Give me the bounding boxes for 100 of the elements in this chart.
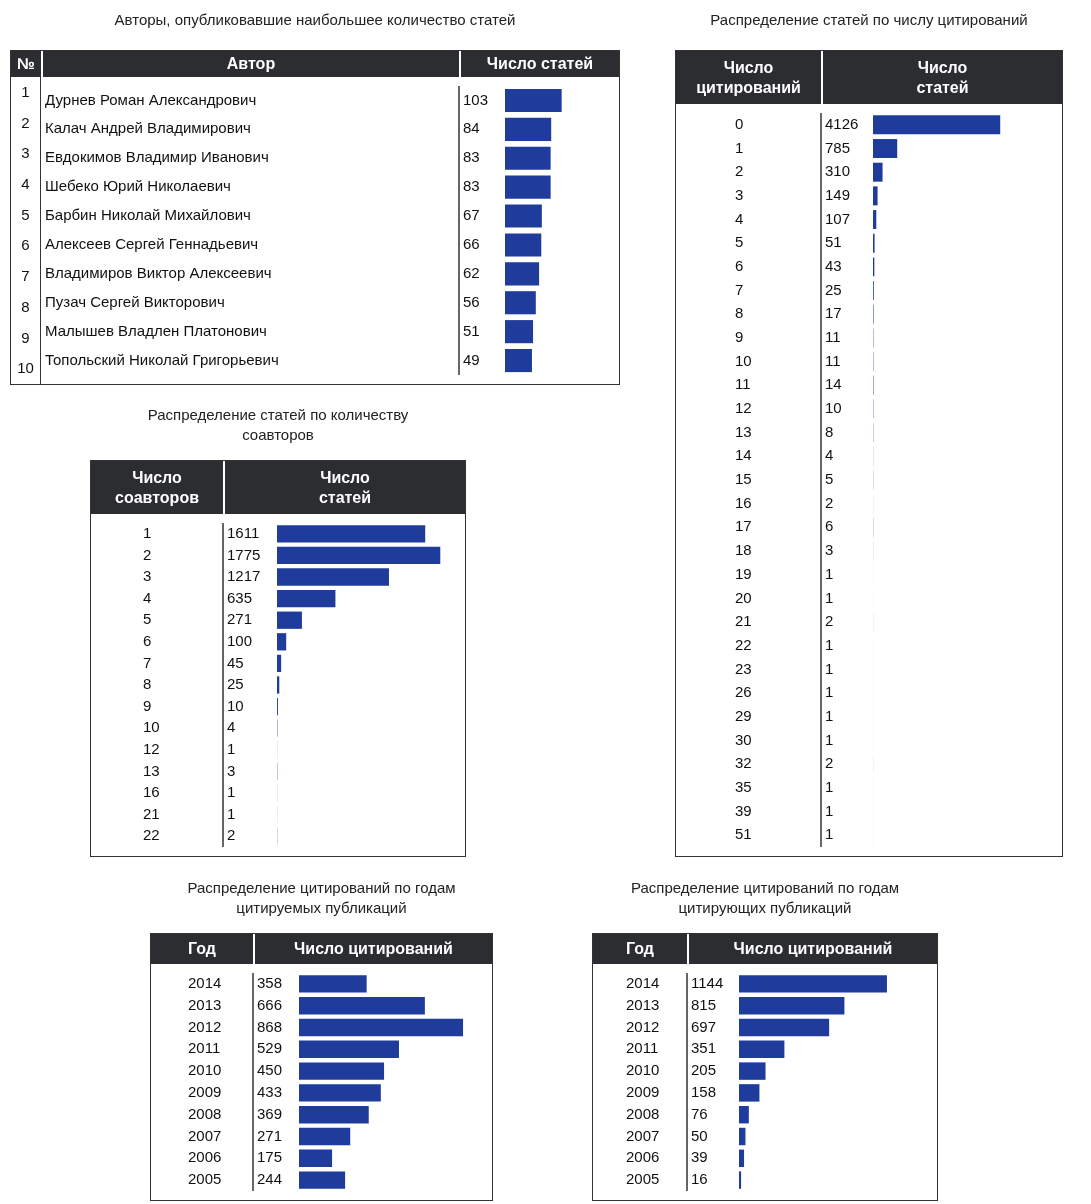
- data-label: 83: [463, 177, 480, 195]
- data-label: 1775: [227, 545, 261, 563]
- bar: [277, 546, 441, 565]
- y-tick-label: 6: [735, 257, 744, 275]
- data-label: 1: [227, 783, 236, 801]
- text: 6: [20, 235, 31, 256]
- data-label: 45: [227, 653, 244, 671]
- y-tick-label: 2: [143, 545, 152, 563]
- data-label: 2: [825, 612, 834, 630]
- data-label: 1: [825, 564, 834, 582]
- text: 2: [20, 112, 31, 133]
- y-tick-label: 2006: [626, 1148, 660, 1166]
- text: 9: [20, 327, 31, 348]
- y-tick-label: 22: [143, 826, 160, 844]
- data-label: 16: [691, 1170, 708, 1188]
- data-label: 49: [463, 350, 480, 368]
- y-tick-label: 26: [735, 683, 752, 701]
- y-tick-label: 35: [735, 777, 752, 795]
- y-tick-label: 2007: [626, 1126, 660, 1144]
- data-label: 1: [825, 683, 834, 701]
- data-label: 2: [825, 754, 834, 772]
- y-tick-label: 2008: [626, 1104, 660, 1122]
- bar: [739, 1105, 749, 1124]
- data-label: 785: [825, 138, 851, 156]
- data-label: 67: [463, 206, 480, 224]
- bar: [739, 975, 887, 993]
- data-label: 11: [825, 328, 841, 346]
- bar: [505, 233, 542, 257]
- y-tick-label: 22: [735, 635, 752, 653]
- data-label: 271: [257, 1126, 283, 1144]
- y-tick-label: 12: [143, 739, 160, 757]
- y-tick-label: 10: [735, 351, 752, 369]
- y-tick-label: 30: [735, 730, 752, 748]
- y-tick-label: 7: [735, 280, 744, 298]
- y-axis-title: Число цитирований: [696, 57, 801, 98]
- bar: [739, 1149, 745, 1168]
- y-tick-label: 3: [735, 186, 744, 204]
- bar: [299, 1084, 381, 1102]
- data-label: 1: [825, 730, 834, 748]
- data-label: 1: [825, 635, 834, 653]
- bar: [505, 146, 551, 170]
- y-tick-label: 2011: [626, 1039, 659, 1057]
- data-label: 50: [691, 1126, 708, 1144]
- y-tick-label: 2011: [188, 1039, 221, 1057]
- bar: [299, 1127, 351, 1146]
- bar: [299, 996, 425, 1015]
- bar: [277, 654, 282, 673]
- data-label: 369: [257, 1104, 283, 1122]
- y-tick-label: Шебеко Юрий Николаевич: [45, 177, 231, 195]
- data-label: 310: [825, 162, 851, 180]
- data-label: 25: [825, 280, 842, 298]
- bar: [873, 162, 883, 182]
- data-label: 158: [691, 1083, 717, 1101]
- data-label: 1: [825, 706, 834, 724]
- y-tick-label: Владимиров Виктор Алексеевич: [45, 263, 272, 281]
- data-label: 815: [691, 995, 717, 1013]
- y-tick-label: 21: [735, 612, 752, 630]
- y-tick-label: 1: [143, 523, 152, 541]
- bar: [505, 320, 534, 344]
- y-tick-label: Пузач Сергей Викторович: [45, 292, 225, 310]
- text: 10: [16, 358, 35, 379]
- data-label: 1611: [227, 523, 260, 541]
- y-tick-label: 12: [735, 399, 752, 417]
- data-label: 2: [227, 826, 236, 844]
- y-tick-label: 3: [143, 567, 152, 585]
- y-tick-label: 2005: [626, 1170, 660, 1188]
- y-tick-label: 15: [735, 470, 752, 488]
- bar: [505, 204, 542, 228]
- y-axis-title: Число соавторов: [115, 467, 199, 508]
- chart-title: Распределение цитирований по годам цитирующих публикаций: [630, 879, 900, 916]
- text: 4: [20, 174, 31, 195]
- bar: [277, 633, 287, 651]
- bar: [739, 1040, 785, 1059]
- y-tick-label: Евдокимов Владимир Иванович: [45, 148, 269, 166]
- table-frame: Год Число цитирований 2014 2013 2012 2011 2010 2009 2008 2007 2006 2005 358 666 868 529 450 433 369 271 175 244: [150, 933, 493, 1201]
- data-label: 450: [257, 1061, 283, 1079]
- data-label: 635: [227, 588, 253, 606]
- y-tick-label: 7: [143, 653, 152, 671]
- data-label: 1144: [691, 974, 724, 992]
- bar: [739, 1127, 746, 1146]
- data-label: 205: [691, 1061, 717, 1079]
- data-label: 433: [257, 1083, 283, 1101]
- y-tick-label: 8: [143, 675, 152, 693]
- data-label: 1: [825, 777, 834, 795]
- data-label: 11: [825, 351, 841, 369]
- bar: [277, 525, 426, 543]
- bar: [277, 589, 336, 608]
- data-label: 8: [825, 422, 834, 440]
- bar: [873, 139, 898, 158]
- y-tick-label: 0: [735, 114, 744, 132]
- text: 5: [20, 204, 31, 225]
- y-tick-label: Калач Андрей Владимирович: [45, 119, 251, 137]
- y-tick-label: 2010: [626, 1061, 660, 1079]
- y-tick-label: 11: [735, 375, 751, 393]
- y-tick-label: Барбин Николай Михайлович: [45, 206, 251, 224]
- y-tick-label: 2007: [188, 1126, 222, 1144]
- y-tick-label: 2009: [626, 1083, 660, 1101]
- data-label: 84: [463, 119, 480, 137]
- y-tick-label: 9: [735, 328, 744, 346]
- y-tick-label: 16: [143, 783, 160, 801]
